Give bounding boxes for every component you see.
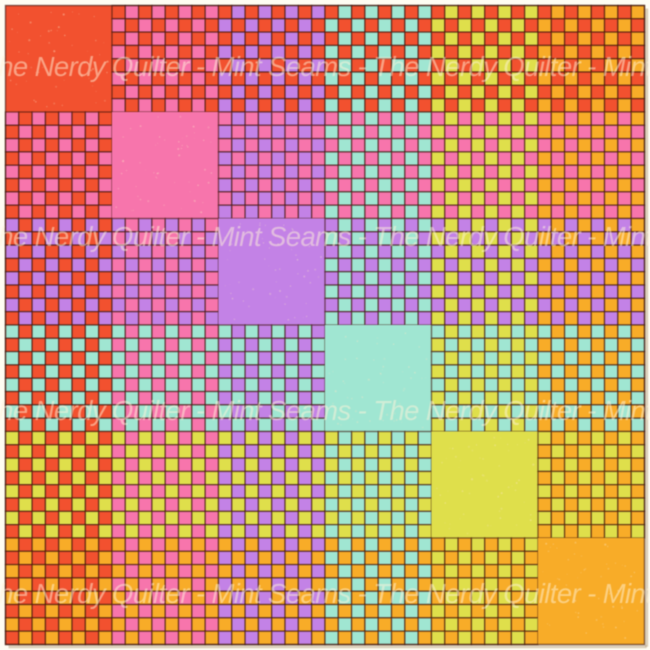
- svg-text:The Nerdy Quilter - Mint Seams: The Nerdy Quilter - Mint Seams - The Ner…: [0, 395, 650, 426]
- svg-text:The Nerdy Quilter - Mint Seams: The Nerdy Quilter - Mint Seams - The Ner…: [0, 51, 650, 82]
- svg-text:The Nerdy Quilter - Mint Seams: The Nerdy Quilter - Mint Seams - The Ner…: [0, 221, 650, 252]
- svg-text:The Nerdy Quilter - Mint Seams: The Nerdy Quilter - Mint Seams - The Ner…: [0, 578, 650, 609]
